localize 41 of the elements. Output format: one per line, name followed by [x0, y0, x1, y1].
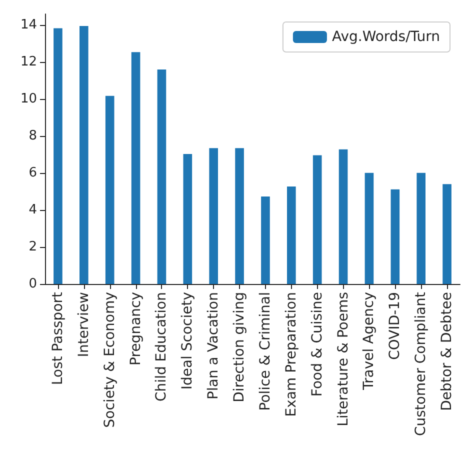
x-tick-label: Literature & Poems	[335, 292, 352, 426]
y-tick-label: 0	[28, 276, 37, 292]
x-tick-label: Society & Economy	[102, 292, 118, 428]
bar	[105, 96, 114, 284]
y-tick-label: 14	[20, 18, 37, 33]
bar	[183, 154, 192, 284]
x-tick-label: Customer Compliant	[413, 291, 430, 436]
x-tick-label: Ideal Scociety	[180, 292, 196, 390]
y-tick-label: 2	[28, 240, 37, 255]
bar	[54, 28, 62, 284]
y-tick-label: 12	[20, 54, 37, 70]
bar	[131, 52, 140, 284]
bar	[209, 148, 218, 284]
legend-label: Avg.Words/Turn	[332, 29, 440, 45]
bar	[442, 184, 452, 284]
x-tick-label: Police & Criminal	[257, 292, 274, 411]
bar	[390, 189, 400, 284]
bar	[416, 172, 426, 284]
bar	[364, 172, 374, 284]
x-tick-label: COVID-19	[387, 292, 404, 360]
x-tick-label: Pregnancy	[128, 292, 144, 366]
bar	[312, 155, 322, 284]
bar	[338, 149, 348, 284]
x-tick-label: Debtor & Debtee	[439, 292, 456, 411]
y-tick-label: 10	[20, 92, 37, 107]
bar	[261, 196, 270, 284]
bar	[286, 186, 296, 284]
bar	[79, 26, 88, 284]
bar	[235, 148, 244, 284]
x-tick-label: Exam Preparation	[283, 292, 300, 417]
x-tick-label: Child Education	[154, 292, 170, 402]
y-tick-label: 4	[28, 202, 37, 218]
x-tick-label: Lost Passport	[50, 291, 66, 386]
x-tick-label: Direction giving	[232, 292, 248, 402]
y-tick-label: 6	[28, 166, 37, 181]
bar	[157, 69, 166, 284]
x-tick-label: Travel Agency	[361, 292, 378, 391]
x-tick-label: Interview	[76, 292, 92, 358]
x-tick-label: Plan a Vacation	[206, 292, 222, 400]
y-tick-label: 8	[28, 128, 37, 144]
x-tick-label: Food & Cuisine	[309, 292, 326, 397]
